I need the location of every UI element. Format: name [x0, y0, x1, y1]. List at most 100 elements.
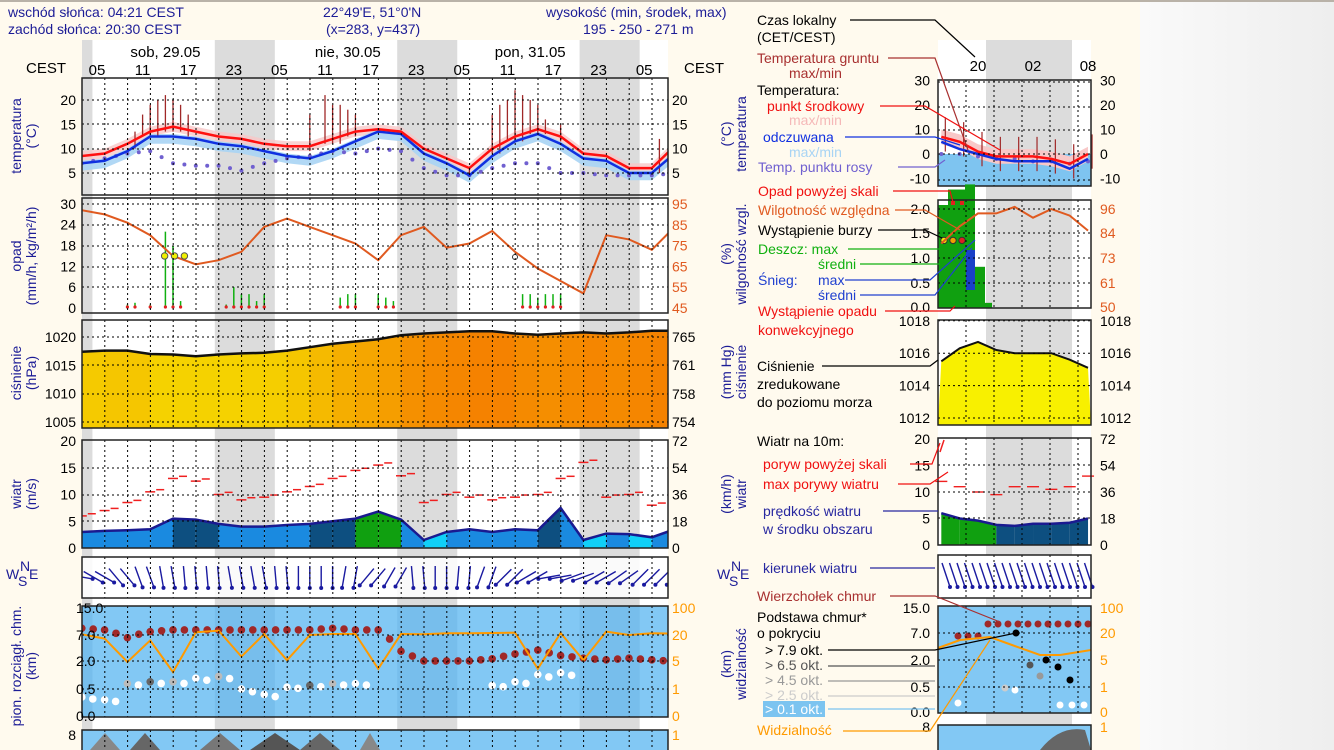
pressure-area-segment — [263, 350, 288, 429]
mini-wind-segment — [1069, 518, 1089, 545]
hour-label: 17 — [545, 62, 562, 79]
wind-speed-segment — [264, 524, 287, 548]
mini-wind-segment — [978, 520, 997, 545]
mini-temp-tick-left: 20 — [914, 97, 930, 113]
wind-direction-arrowhead — [617, 581, 622, 586]
mini-hour-label: 08 — [1080, 58, 1097, 75]
wind-direction-arrow — [666, 582, 668, 586]
legend-snow-avg: średni — [818, 287, 857, 303]
mini-wind-segment — [1051, 522, 1070, 545]
wind-speed-segment — [195, 519, 219, 548]
legend-leader-line — [860, 247, 973, 296]
cloud-base-dot — [248, 687, 257, 696]
mini-wind-segment — [941, 513, 960, 545]
precip-occurrence-dot — [247, 305, 251, 309]
cloud-top-dot — [112, 629, 120, 638]
dew-point-dot — [524, 161, 529, 166]
pressure-area-segment — [583, 332, 607, 429]
cloud-base-dot — [522, 679, 530, 688]
pressure-area-segment — [195, 354, 219, 429]
legend-direction: kierunek wiatru — [763, 560, 858, 576]
cloud-base-dot — [545, 673, 553, 681]
cloud-cover-shape — [360, 733, 380, 750]
cloud-panel — [81, 605, 669, 718]
day-label: pon, 31.05 — [495, 44, 566, 61]
mini-direction-arrowhead — [1083, 585, 1087, 589]
mini-direction-arrowhead — [1053, 585, 1057, 589]
hour-label: 05 — [636, 62, 653, 79]
wind-direction-arrow — [516, 570, 537, 584]
mini-wind-tick-left: 5 — [922, 511, 930, 527]
dew-point-dot — [216, 163, 221, 168]
mini-direction-arrowhead — [948, 585, 952, 589]
wind-panel — [81, 439, 669, 549]
legend-humidity: Wilgotność względna — [758, 202, 890, 218]
wind-direction-arrow — [561, 572, 583, 582]
dew-point-dot — [410, 157, 415, 162]
mini-precip-over-marker — [960, 201, 964, 205]
dew-point-dot — [148, 149, 153, 154]
mini-direction-arrow — [956, 562, 966, 588]
temp-tick-left: 10 — [60, 141, 76, 157]
pressure-area-segment — [469, 331, 493, 429]
mini-wind-tick-right: 0 — [1100, 537, 1108, 553]
pressure-area-segment — [286, 346, 311, 429]
legend-leader-line — [888, 57, 969, 151]
dew-point-dot — [159, 155, 164, 160]
visibility-tick-right: 100 — [672, 600, 696, 616]
wind-direction-arrowhead — [547, 576, 552, 581]
cloud-top-dot — [351, 626, 360, 634]
pressure-area-segment — [514, 333, 539, 429]
pressure-area-segment — [446, 331, 470, 429]
cloud-base-dot — [134, 681, 143, 689]
cloud-base-dot — [203, 676, 211, 684]
mini-temp-tick-left: 10 — [914, 122, 930, 138]
precip-occurrence-dot — [224, 305, 228, 309]
wind-direction-arrowhead — [252, 585, 257, 590]
mini-wind-segment — [1033, 523, 1052, 545]
cloud-axis-unit: (km) — [23, 652, 39, 680]
bottom-tick-left: 8 — [68, 727, 76, 743]
legend-speed-2: w środku obszaru — [763, 521, 873, 537]
wind-axis-title-text: wiatr — [8, 479, 24, 509]
mini-visibility-tick-right: 1 — [1100, 679, 1108, 695]
precip-axis-unit: (mm/h, kg/m²/h) — [23, 206, 39, 306]
mini-direction-arrow — [1001, 562, 1011, 588]
mini-wind-tick-right: 54 — [1100, 458, 1116, 474]
temp-tick-right: 10 — [672, 141, 688, 157]
cloud-base-dot — [180, 679, 188, 688]
temp-tick-left: 20 — [60, 92, 76, 108]
wind-direction-arrow — [182, 565, 187, 589]
wind-kmh-tick: 0 — [672, 540, 680, 556]
temp-axis-title-text: temperatura — [8, 98, 24, 174]
mini-direction-arrowhead — [1060, 585, 1065, 589]
legend-okt-01: > 0.1 okt. — [763, 701, 825, 717]
r-humidity-axis-title: (%) wilgotność wzgl. — [718, 189, 751, 319]
cloud-base-dot — [100, 696, 109, 704]
precip-tick-left: 12 — [60, 258, 76, 274]
temp-tick-right: 20 — [672, 92, 688, 108]
wind-direction-arrowhead — [241, 585, 246, 590]
cloud-top-dot — [534, 646, 542, 654]
mini-cloud-tick-left: 0.5 — [911, 679, 931, 695]
legend-okt-79: > 7.9 okt. — [765, 642, 823, 658]
pressure-line — [82, 329, 668, 358]
storm-marker — [160, 252, 169, 260]
precip-occurrence-dot — [232, 305, 236, 309]
humidity-tick-right: 95 — [672, 196, 688, 212]
dew-point-dot — [399, 149, 403, 154]
cloud-top-dot — [465, 657, 474, 665]
dew-point-dot — [456, 173, 460, 178]
cloud-top-dot — [636, 655, 645, 663]
wind-direction-arrow — [341, 566, 347, 588]
wind-kmh-tick: 18 — [672, 513, 688, 529]
pressure-axis-title: ciśnienie (hPa) — [8, 318, 41, 428]
mini-direction-arrow — [1068, 562, 1079, 588]
cloud-tick-left: 0.0 — [76, 708, 96, 724]
cloud-top-dot — [363, 626, 371, 634]
dew-point-dot — [638, 173, 643, 178]
r-wind-title: wiatr — [733, 479, 749, 509]
mini-wind-tick-right: 36 — [1100, 484, 1116, 500]
mini-direction-arrowhead — [955, 585, 960, 589]
